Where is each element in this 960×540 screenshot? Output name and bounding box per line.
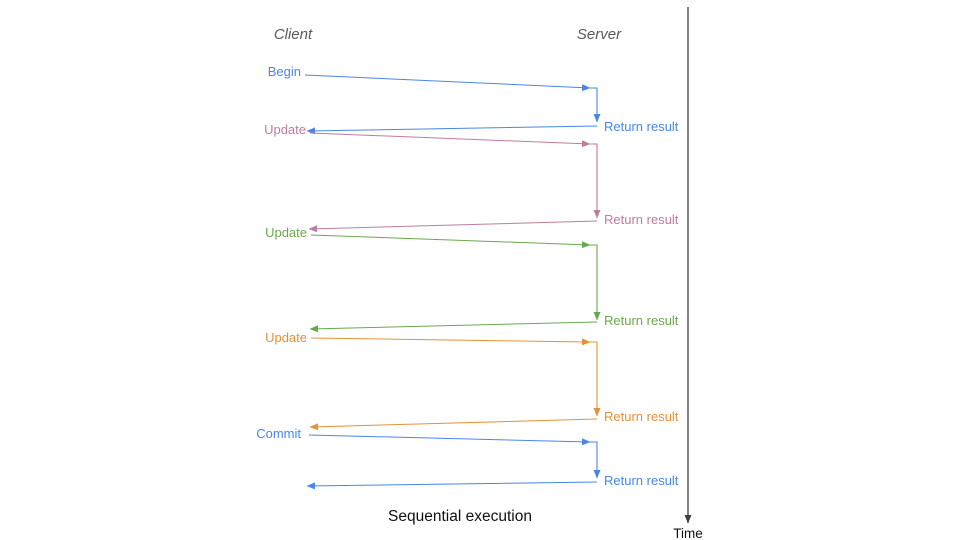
update-2-request-arrow — [310, 234, 591, 249]
commit-return-arrow — [306, 481, 598, 490]
update-2-return-label: Return result — [604, 313, 679, 328]
begin-return-label: Return result — [604, 119, 679, 134]
transaction-update-2: Update Return result — [265, 225, 679, 333]
update-3-label: Update — [265, 330, 307, 345]
update-3-server-processing-bar — [590, 341, 601, 417]
update-1-return-label: Return result — [604, 212, 679, 227]
transaction-update-1: Update Return result — [264, 122, 679, 233]
update-1-return-arrow — [308, 220, 598, 233]
update-1-label: Update — [264, 122, 306, 137]
update-3-return-label: Return result — [604, 409, 679, 424]
update-3-return-arrow — [309, 418, 598, 431]
update-3-request-arrow — [310, 337, 591, 346]
update-2-label: Update — [265, 225, 307, 240]
transaction-begin: Begin Return result — [268, 64, 679, 135]
begin-request-arrow — [304, 74, 591, 92]
commit-label: Commit — [256, 426, 301, 441]
commit-return-label: Return result — [604, 473, 679, 488]
begin-return-arrow — [306, 125, 598, 135]
transaction-update-3: Update Return result — [265, 330, 679, 431]
update-2-server-processing-bar — [590, 244, 601, 321]
commit-request-arrow — [308, 434, 591, 446]
transaction-commit: Commit Return result — [256, 426, 679, 490]
diagram-title: Sequential execution — [388, 508, 532, 525]
update-1-server-processing-bar — [590, 143, 601, 219]
update-1-request-arrow — [309, 132, 591, 148]
update-2-return-arrow — [309, 321, 598, 333]
time-axis-label: Time — [673, 526, 703, 540]
begin-label: Begin — [268, 64, 301, 79]
server-header: Server — [577, 26, 622, 43]
commit-server-processing-bar — [590, 441, 601, 479]
client-header: Client — [274, 26, 313, 43]
begin-server-processing-bar — [590, 87, 601, 123]
